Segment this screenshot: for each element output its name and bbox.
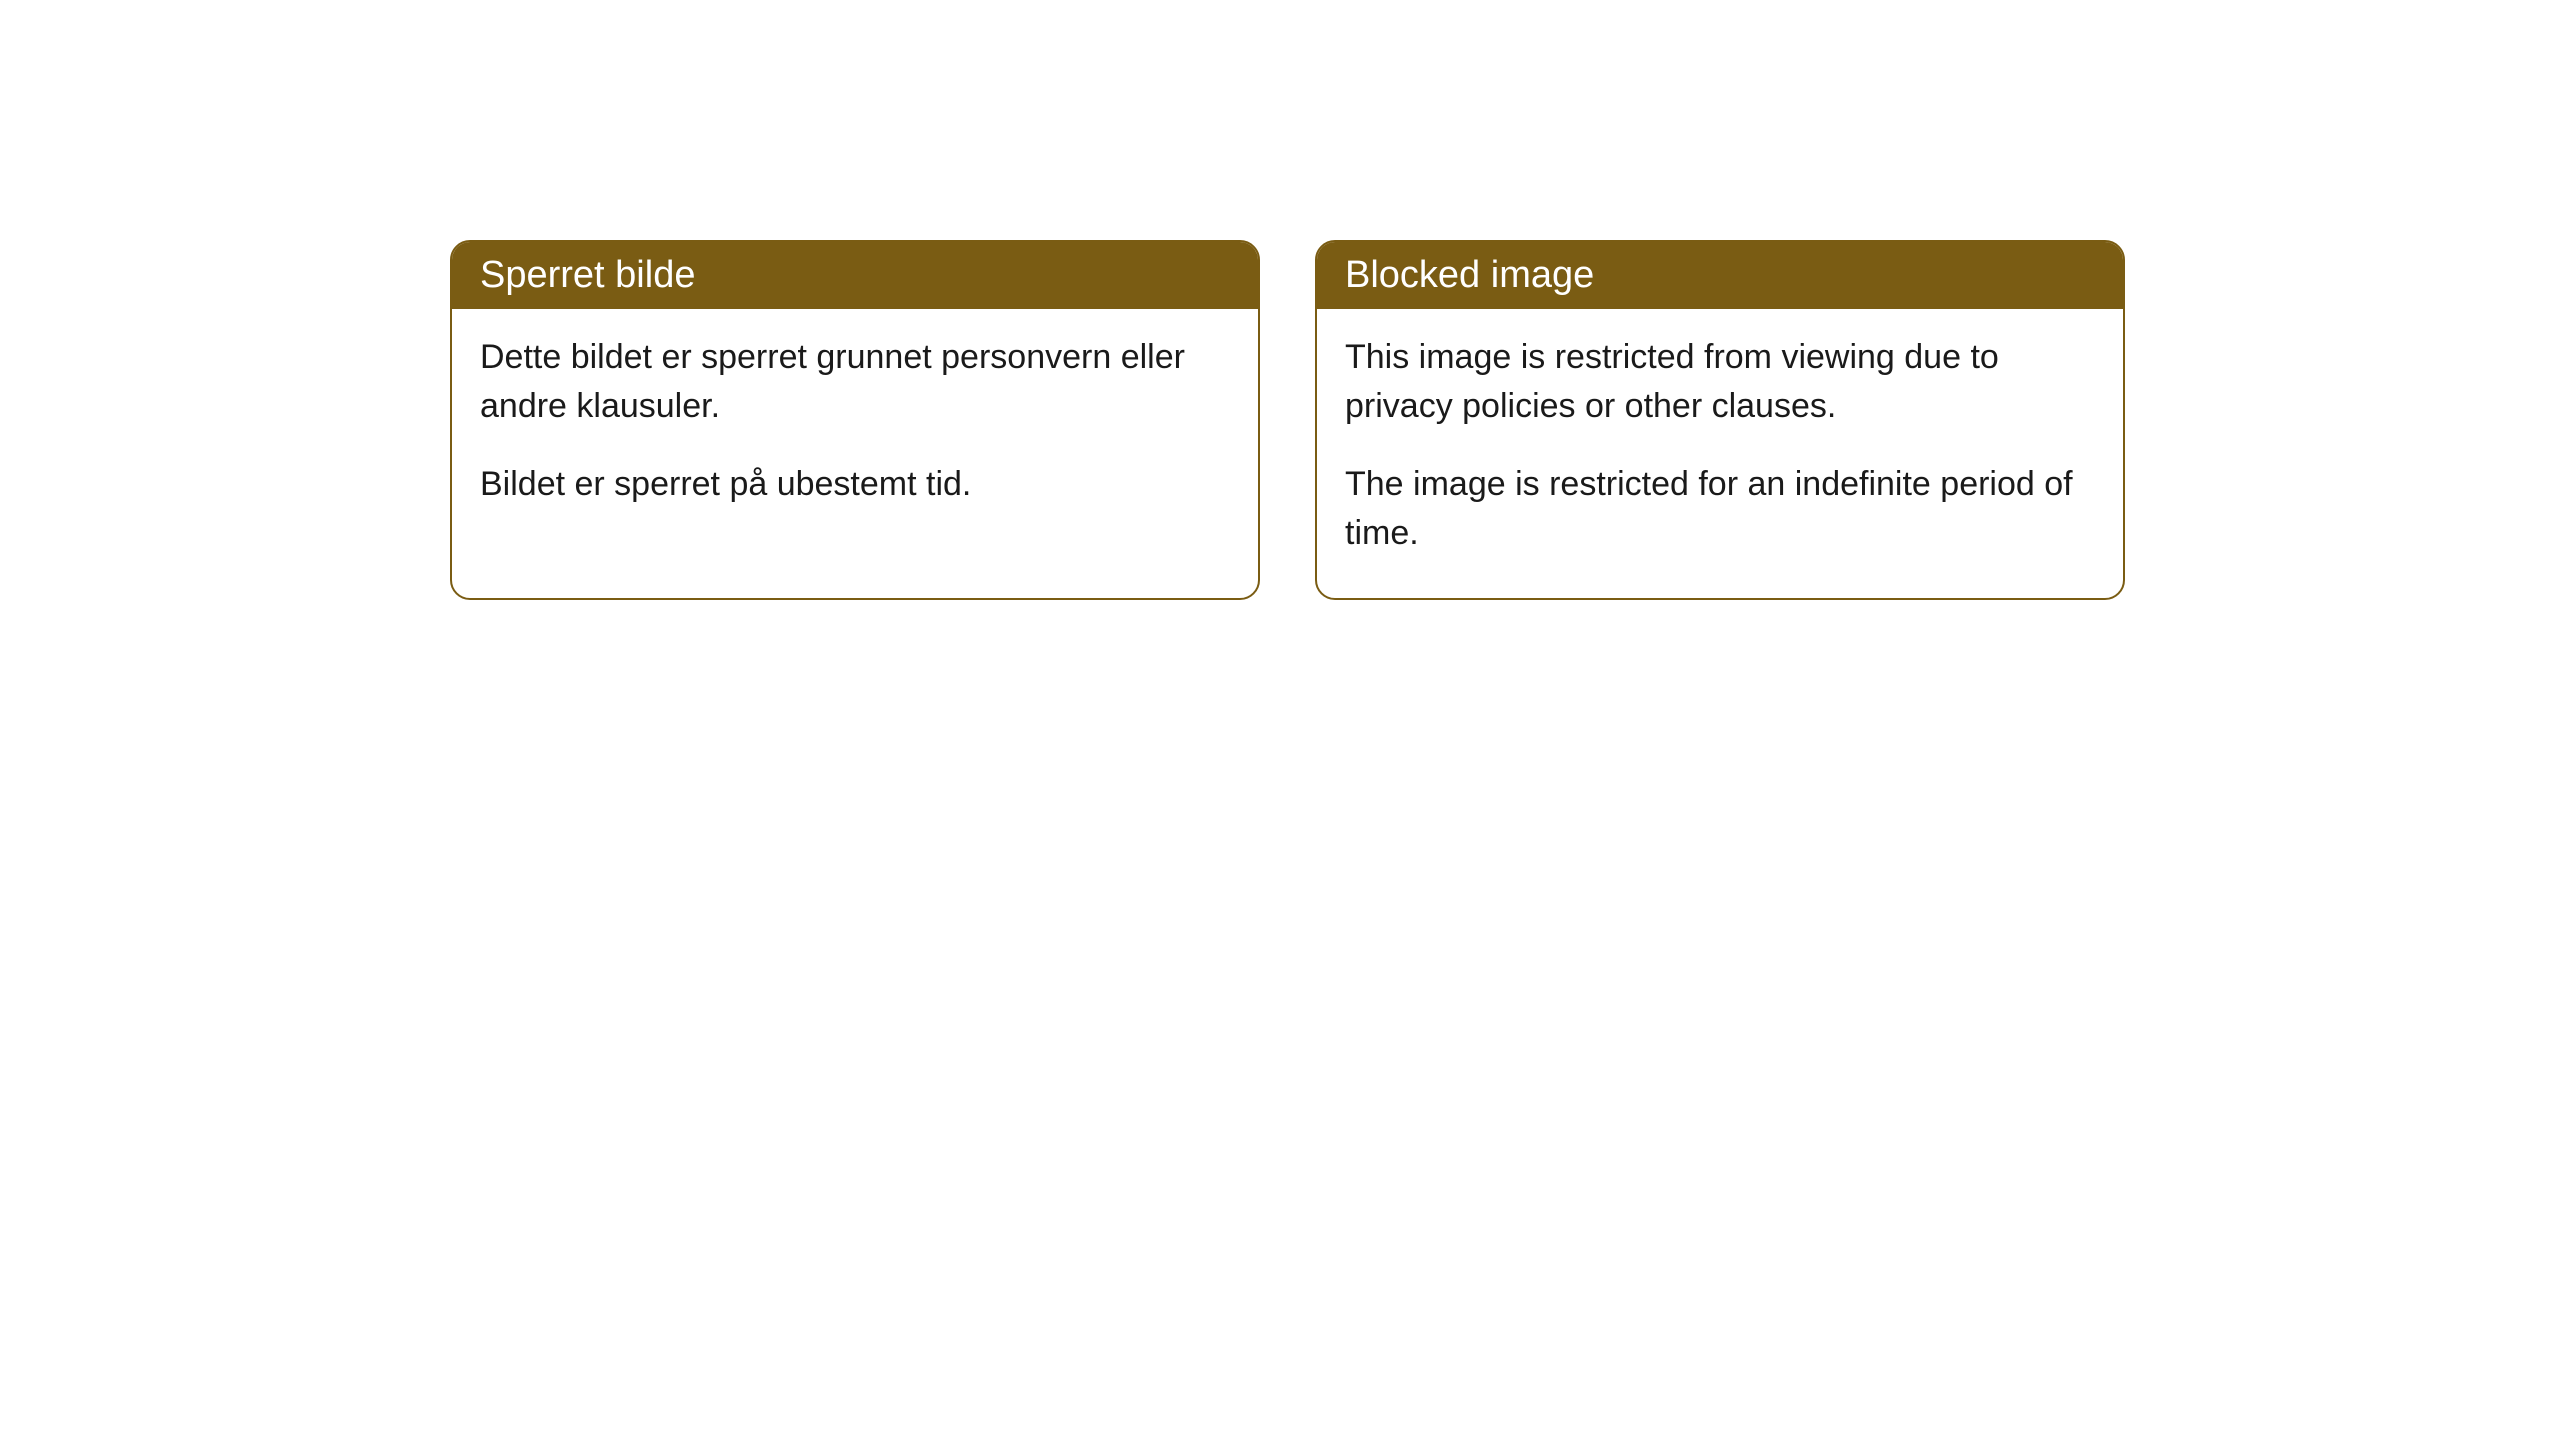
card-paragraph-2-no: Bildet er sperret på ubestemt tid. [480, 460, 1230, 509]
blocked-image-card-no: Sperret bilde Dette bildet er sperret gr… [450, 240, 1260, 600]
card-body-no: Dette bildet er sperret grunnet personve… [452, 309, 1258, 549]
card-header-en: Blocked image [1317, 242, 2123, 309]
card-title-no: Sperret bilde [480, 254, 695, 296]
card-title-en: Blocked image [1345, 254, 1594, 296]
card-body-en: This image is restricted from viewing du… [1317, 309, 2123, 598]
card-paragraph-2-en: The image is restricted for an indefinit… [1345, 460, 2095, 559]
card-paragraph-1-en: This image is restricted from viewing du… [1345, 333, 2095, 432]
card-paragraph-1-no: Dette bildet er sperret grunnet personve… [480, 333, 1230, 432]
blocked-image-card-en: Blocked image This image is restricted f… [1315, 240, 2125, 600]
notice-cards-container: Sperret bilde Dette bildet er sperret gr… [0, 0, 2560, 600]
card-header-no: Sperret bilde [452, 242, 1258, 309]
